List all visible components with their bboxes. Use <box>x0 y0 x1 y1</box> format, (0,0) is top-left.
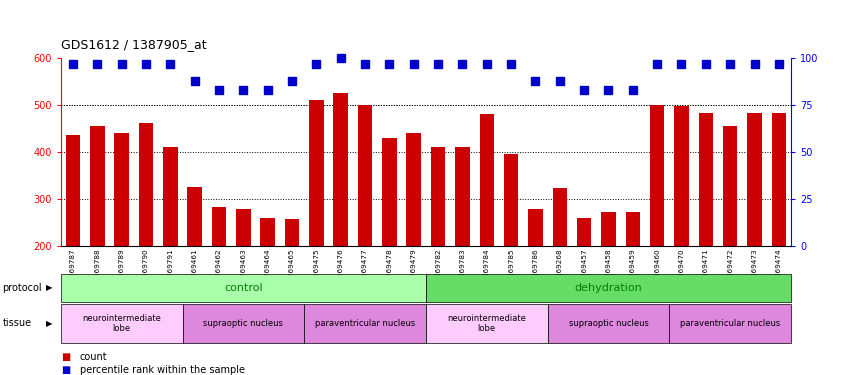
Text: control: control <box>224 283 263 293</box>
Bar <box>722 126 738 246</box>
Bar <box>91 126 105 246</box>
Text: neurointermediate
lobe: neurointermediate lobe <box>448 314 526 333</box>
Bar <box>650 105 664 246</box>
Bar <box>552 188 567 246</box>
Bar <box>358 105 372 246</box>
Text: tissue: tissue <box>3 318 31 328</box>
Bar <box>236 209 250 246</box>
Bar <box>426 304 547 343</box>
Bar <box>547 304 669 343</box>
Bar <box>674 106 689 246</box>
Text: supraoptic nucleus: supraoptic nucleus <box>569 319 648 328</box>
Text: neurointermediate
lobe: neurointermediate lobe <box>82 314 162 333</box>
Text: GDS1612 / 1387905_at: GDS1612 / 1387905_at <box>61 38 206 51</box>
Bar <box>455 147 470 246</box>
Text: paraventricular nucleus: paraventricular nucleus <box>315 319 415 328</box>
Bar <box>699 113 713 246</box>
Bar <box>139 123 153 246</box>
Bar <box>163 147 178 246</box>
Bar <box>305 304 426 343</box>
Bar <box>772 113 786 246</box>
Bar <box>61 304 183 343</box>
Text: percentile rank within the sample: percentile rank within the sample <box>80 365 244 375</box>
Bar <box>577 217 591 246</box>
Text: count: count <box>80 352 107 362</box>
Bar <box>309 100 324 246</box>
Bar <box>528 209 543 246</box>
Bar <box>426 274 791 302</box>
Bar <box>747 113 761 246</box>
Text: ■: ■ <box>61 365 70 375</box>
Text: ■: ■ <box>61 352 70 362</box>
Bar <box>480 114 494 246</box>
Bar <box>61 274 426 302</box>
Bar <box>114 133 129 246</box>
Bar <box>183 304 305 343</box>
Bar <box>602 212 616 246</box>
Bar <box>66 135 80 246</box>
Bar <box>333 93 348 246</box>
Bar <box>669 304 791 343</box>
Text: dehydration: dehydration <box>574 283 642 293</box>
Bar <box>504 154 519 246</box>
Bar <box>212 207 227 246</box>
Bar <box>406 133 421 246</box>
Bar <box>382 138 397 246</box>
Bar <box>188 187 202 246</box>
Bar <box>431 147 446 246</box>
Text: protocol: protocol <box>3 283 42 293</box>
Bar <box>625 212 640 246</box>
Text: ▶: ▶ <box>46 319 52 328</box>
Text: supraoptic nucleus: supraoptic nucleus <box>204 319 283 328</box>
Bar <box>261 217 275 246</box>
Text: ▶: ▶ <box>46 284 52 292</box>
Text: paraventricular nucleus: paraventricular nucleus <box>680 319 780 328</box>
Bar <box>285 219 299 246</box>
